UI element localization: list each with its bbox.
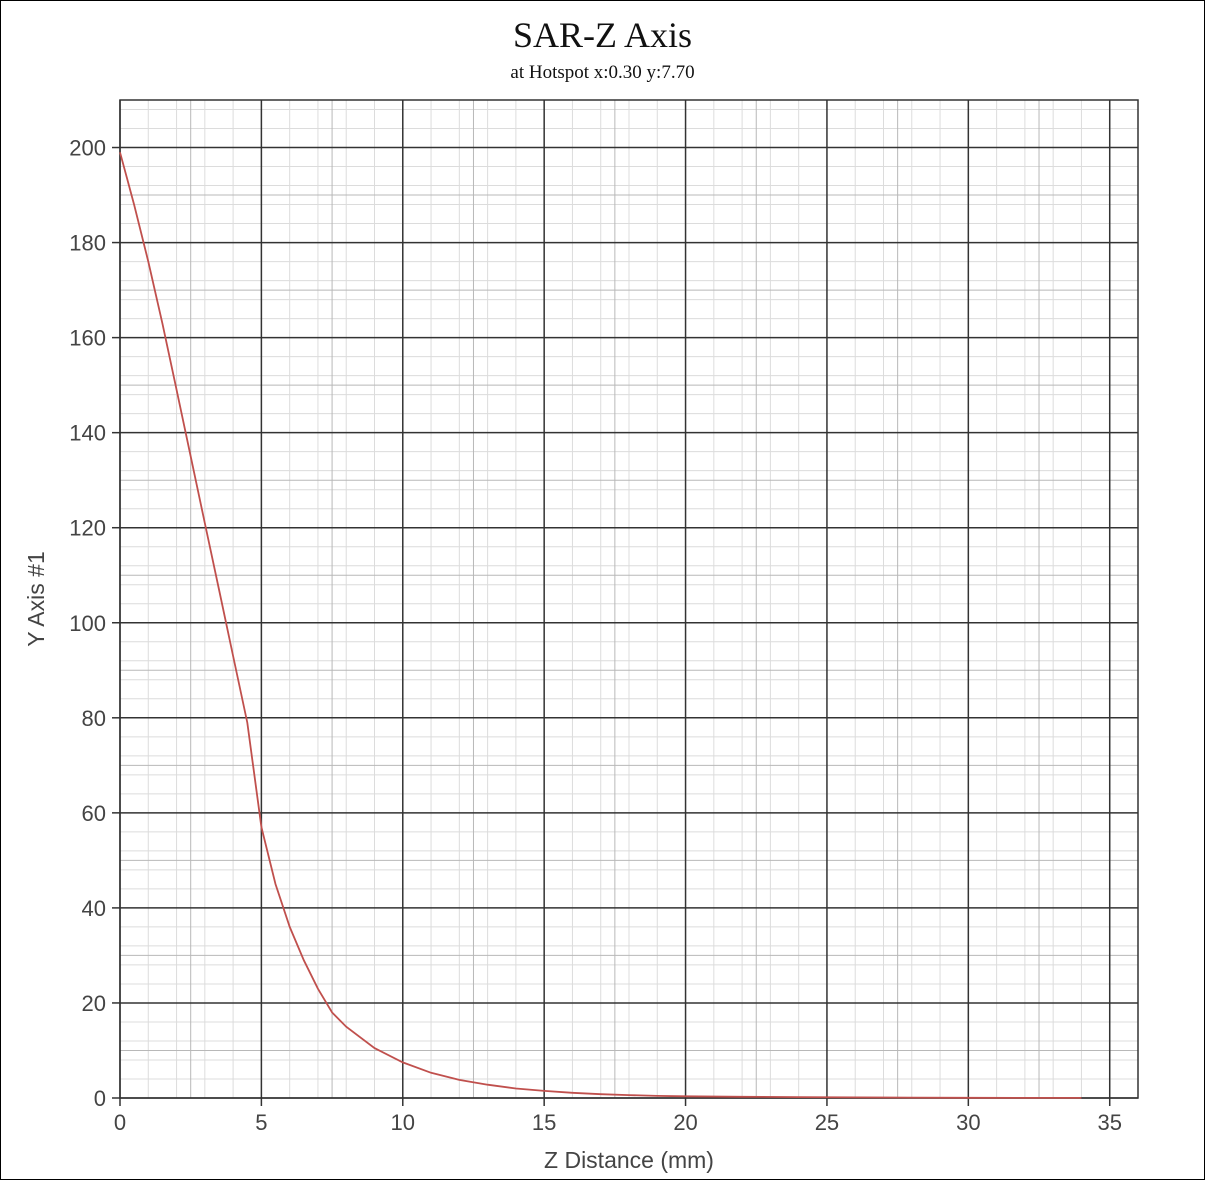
x-tick-label: 5 bbox=[255, 1110, 267, 1135]
y-tick-label: 120 bbox=[69, 516, 106, 541]
y-tick-label: 0 bbox=[94, 1086, 106, 1111]
plot-border bbox=[119, 99, 1139, 1099]
x-tick-label: 0 bbox=[114, 1110, 126, 1135]
x-tick-labels: 0 5 10 15 20 25 30 35 bbox=[114, 1110, 1122, 1135]
y-tick-label: 40 bbox=[82, 896, 106, 921]
y-tick-label: 80 bbox=[82, 706, 106, 731]
series-line bbox=[119, 152, 1082, 1099]
y-tick-label: 160 bbox=[69, 326, 106, 351]
x-tick-label: 35 bbox=[1097, 1110, 1121, 1135]
x-axis-label: Z Distance (mm) bbox=[544, 1147, 714, 1173]
chart-subtitle: at Hotspot x:0.30 y:7.70 bbox=[510, 62, 695, 83]
tick-marks bbox=[112, 146, 1111, 1106]
x-tick-label: 15 bbox=[532, 1110, 556, 1135]
y-tick-label: 180 bbox=[69, 231, 106, 256]
x-tick-label: 10 bbox=[391, 1110, 415, 1135]
y-axis-label: Y Axis #1 bbox=[23, 551, 49, 646]
series-layer bbox=[119, 152, 1082, 1099]
x-tick-label: 30 bbox=[956, 1110, 980, 1135]
y-tick-label: 60 bbox=[82, 801, 106, 826]
y-tick-label: 100 bbox=[69, 611, 106, 636]
y-tick-label: 140 bbox=[69, 421, 106, 446]
y-tick-label: 20 bbox=[82, 991, 106, 1016]
y-tick-labels: 0 20 40 60 80 100 120 140 160 180 200 bbox=[69, 136, 106, 1111]
x-tick-label: 20 bbox=[673, 1110, 697, 1135]
x-tick-label: 25 bbox=[815, 1110, 839, 1135]
chart-title: SAR-Z Axis bbox=[512, 15, 693, 55]
y-tick-label: 200 bbox=[69, 136, 106, 161]
